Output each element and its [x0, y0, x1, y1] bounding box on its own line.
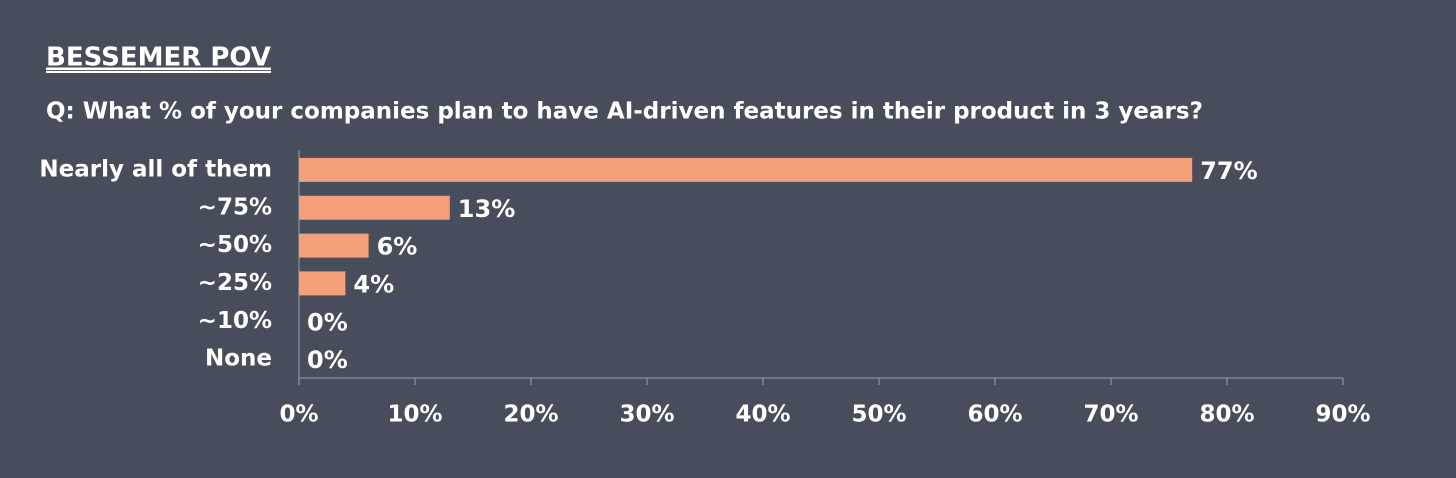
- y-tick-label: None: [205, 346, 272, 372]
- x-tick-label: 40%: [735, 402, 790, 428]
- value-label: 6%: [377, 233, 418, 261]
- value-label: 13%: [458, 195, 515, 223]
- x-tick-label: 90%: [1315, 402, 1370, 428]
- x-tick-label: 80%: [1199, 402, 1254, 428]
- chart-subtitle: Q: What % of your companies plan to have…: [46, 99, 1203, 125]
- y-tick-label: ~10%: [198, 308, 272, 334]
- bar: [299, 233, 369, 258]
- bar: [299, 195, 450, 220]
- value-label: 77%: [1200, 157, 1257, 185]
- x-tick-label: 50%: [851, 402, 906, 428]
- y-tick-label: ~75%: [198, 194, 272, 220]
- bar: [299, 271, 346, 296]
- x-tick-label: 60%: [967, 402, 1022, 428]
- bar: [299, 157, 1193, 182]
- chart-title: BESSEMER POV: [46, 43, 271, 73]
- value-label: 0%: [307, 346, 348, 374]
- y-tick-label: ~25%: [198, 270, 272, 296]
- value-label: 4%: [353, 270, 394, 298]
- x-tick-label: 30%: [619, 402, 674, 428]
- value-label: 0%: [307, 308, 348, 336]
- x-tick-label: 0%: [279, 402, 318, 428]
- x-tick-label: 10%: [387, 402, 442, 428]
- x-tick-label: 70%: [1083, 402, 1138, 428]
- y-tick-label: Nearly all of them: [39, 156, 272, 182]
- y-tick-label: ~50%: [198, 232, 272, 258]
- x-tick-label: 20%: [503, 402, 558, 428]
